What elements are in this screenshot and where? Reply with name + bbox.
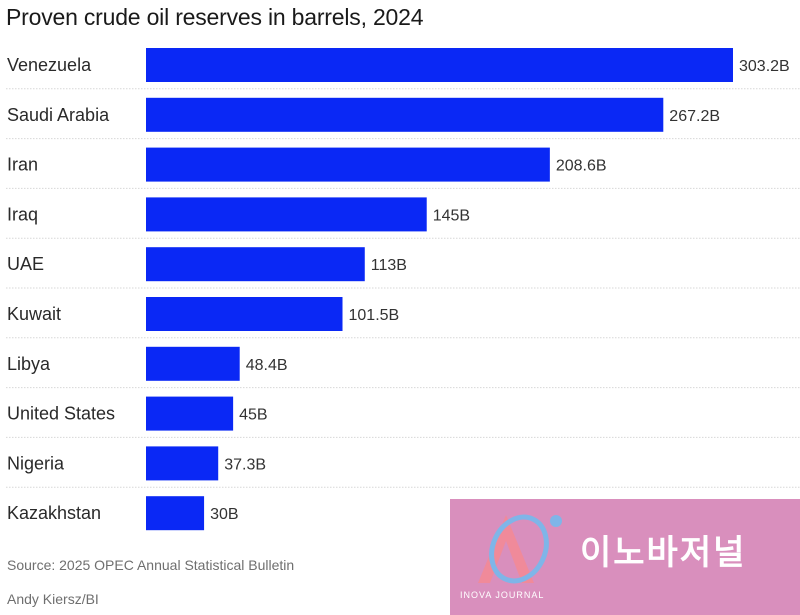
category-label: Kazakhstan (7, 503, 101, 523)
category-label: UAE (7, 254, 44, 274)
category-label: Nigeria (7, 453, 65, 473)
category-label: Iran (7, 155, 38, 175)
bar (146, 346, 240, 381)
value-label: 37.3B (224, 456, 266, 473)
watermark-text: 이노바저널 (580, 533, 747, 573)
value-label: 145B (433, 207, 470, 224)
bar (146, 446, 219, 481)
value-label: 267.2B (669, 108, 720, 125)
chart-title: Proven crude oil reserves in barrels, 20… (6, 4, 424, 30)
category-label: Venezuela (7, 55, 92, 75)
category-label: Saudi Arabia (7, 105, 110, 125)
category-label: Kuwait (7, 304, 61, 324)
author-credit: Andy Kiersz/BI (7, 591, 99, 607)
value-label: 208.6B (556, 158, 607, 175)
value-label: 101.5B (349, 307, 400, 324)
bar (146, 197, 427, 232)
value-label: 113B (371, 257, 407, 274)
source-note: Source: 2025 OPEC Annual Statistical Bul… (7, 557, 295, 573)
category-label: United States (7, 404, 115, 424)
bar-chart: Venezuela 303.2B Saudi Arabia 267.2B Iran 208… (6, 48, 800, 531)
bar (146, 496, 205, 531)
value-label: 303.2B (739, 58, 790, 75)
category-label: Iraq (7, 204, 38, 224)
category-label: Libya (7, 354, 51, 374)
value-label: 48.4B (246, 357, 288, 374)
watermark: 이노바저널 INOVA JOURNAL (450, 499, 800, 615)
watermark-subtext: INOVA JOURNAL (460, 590, 545, 600)
bar (146, 297, 343, 331)
bar (146, 48, 733, 82)
bar (146, 97, 664, 132)
inova-journal-logo-icon (478, 514, 562, 584)
bar (146, 147, 550, 182)
value-label: 45B (239, 407, 267, 424)
value-label: 30B (210, 506, 238, 523)
bar (146, 396, 234, 431)
bar (146, 247, 365, 282)
